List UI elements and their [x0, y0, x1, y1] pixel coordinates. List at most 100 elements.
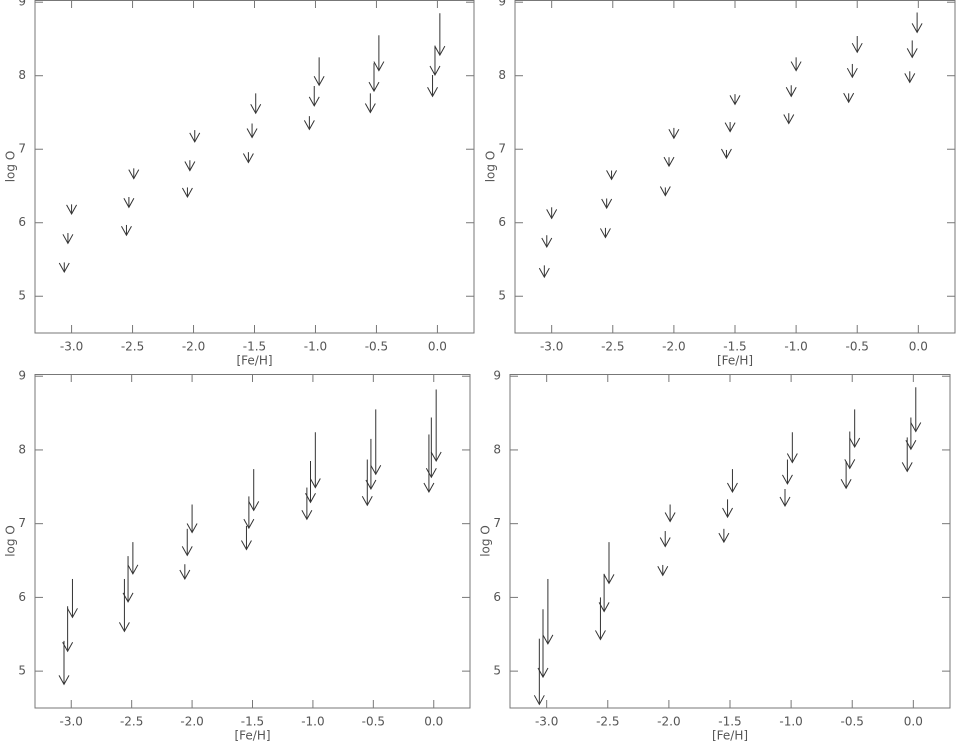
arrow-head: [434, 45, 446, 57]
x-tick-label: -0.5: [846, 340, 869, 354]
arrow-head: [729, 95, 741, 106]
arrow-head: [843, 92, 855, 104]
x-tick-label: -0.5: [841, 715, 864, 729]
x-tick-label: -1.5: [723, 340, 746, 354]
x-tick-label: 0.0: [428, 340, 447, 354]
arrow-head: [546, 209, 558, 220]
arrow-head: [790, 61, 802, 72]
y-axis-label: log O: [4, 525, 18, 557]
arrow-head: [308, 96, 320, 107]
arrow-head: [722, 507, 733, 519]
arrow-head: [659, 186, 671, 197]
arrow-head: [186, 523, 198, 534]
arrow-head: [123, 198, 135, 209]
arrow-head: [724, 122, 736, 133]
arrow-head: [430, 451, 442, 463]
arrow-head: [248, 501, 260, 512]
x-tick-label: -2.5: [596, 715, 619, 729]
arrow-head: [241, 540, 252, 551]
arrow-head: [901, 462, 913, 473]
x-tick-label: -3.0: [540, 340, 563, 354]
arrow-head: [911, 23, 923, 34]
x-tick-label: -2.0: [662, 340, 685, 354]
arrow-head: [66, 204, 78, 215]
arrow-head: [313, 76, 325, 87]
arrow-head: [128, 169, 140, 180]
arrow-head: [309, 478, 321, 489]
x-tick-label: -2.5: [120, 715, 143, 729]
y-tick-label: 9: [498, 0, 506, 9]
y-tick-label: 5: [18, 664, 26, 678]
plot-frame: [509, 374, 951, 709]
arrow-head: [541, 237, 553, 249]
y-tick-label: 5: [498, 289, 506, 303]
arrow-head: [365, 479, 377, 491]
x-tick-label: -3.0: [60, 340, 83, 354]
arrow-head: [718, 532, 730, 544]
x-tick-label: 0.0: [909, 340, 928, 354]
y-tick-label: 7: [493, 516, 501, 530]
arrow-head: [361, 495, 373, 507]
arrow-head: [782, 474, 793, 485]
arrow-head: [121, 225, 132, 237]
y-tick-label: 6: [493, 590, 501, 604]
x-tick-label: -2.5: [121, 340, 144, 354]
arrow-head: [427, 87, 438, 98]
arrow-head: [122, 592, 134, 603]
x-tick-label: -1.5: [718, 715, 741, 729]
arrow-head: [118, 622, 130, 633]
arrow-head: [786, 453, 798, 464]
arrow-head: [779, 496, 791, 508]
arrow-head: [67, 608, 78, 619]
arrow-head: [429, 65, 441, 77]
arrow-head: [600, 228, 611, 239]
arrow-head: [364, 103, 376, 114]
arrow-head: [179, 569, 191, 581]
arrow-head: [906, 48, 918, 59]
x-axis-label: [Fe/H]: [234, 729, 270, 743]
arrow-head: [250, 103, 262, 115]
arrow-head: [242, 153, 254, 164]
arrow-head: [598, 602, 610, 613]
y-axis-label: log O: [479, 525, 493, 557]
arrow-head: [303, 120, 315, 131]
arrow-head: [537, 667, 549, 679]
y-tick-label: 8: [18, 68, 26, 82]
arrow-head: [542, 634, 554, 645]
x-tick-label: -1.0: [784, 340, 807, 354]
x-tick-label: -1.0: [301, 715, 324, 729]
y-tick-label: 5: [18, 289, 26, 303]
arrow-head: [373, 61, 385, 72]
arrow-head: [851, 42, 863, 54]
arrow-head: [727, 482, 738, 493]
x-axis-label: [Fe/H]: [712, 729, 748, 743]
arrow-head: [127, 564, 139, 575]
y-axis-label: log O: [4, 151, 18, 183]
arrow-head: [62, 234, 74, 245]
x-tick-label: -2.5: [601, 340, 624, 354]
x-axis-label: [Fe/H]: [717, 354, 753, 368]
y-tick-label: 6: [18, 215, 26, 229]
y-tick-label: 6: [18, 590, 26, 604]
y-tick-label: 6: [498, 215, 506, 229]
x-tick-label: -2.0: [657, 715, 680, 729]
arrow-head: [301, 510, 313, 521]
x-tick-label: -1.5: [241, 715, 264, 729]
y-tick-label: 8: [18, 442, 26, 456]
plot-frame: [34, 0, 475, 334]
y-tick-label: 7: [18, 142, 26, 156]
x-axis-label: [Fe/H]: [236, 354, 272, 368]
arrow-head: [904, 73, 916, 84]
arrow-head: [368, 81, 380, 93]
arrow-head: [189, 132, 201, 143]
x-tick-label: -3.0: [60, 715, 83, 729]
x-tick-label: -1.0: [779, 715, 802, 729]
arrow-head: [423, 482, 435, 493]
arrow-head: [657, 566, 669, 577]
arrow-head: [659, 537, 671, 548]
arrow-head: [425, 467, 437, 479]
arrow-head: [849, 437, 861, 449]
x-tick-label: -1.5: [243, 340, 266, 354]
x-tick-label: 0.0: [904, 715, 923, 729]
x-tick-label: -2.0: [182, 340, 205, 354]
